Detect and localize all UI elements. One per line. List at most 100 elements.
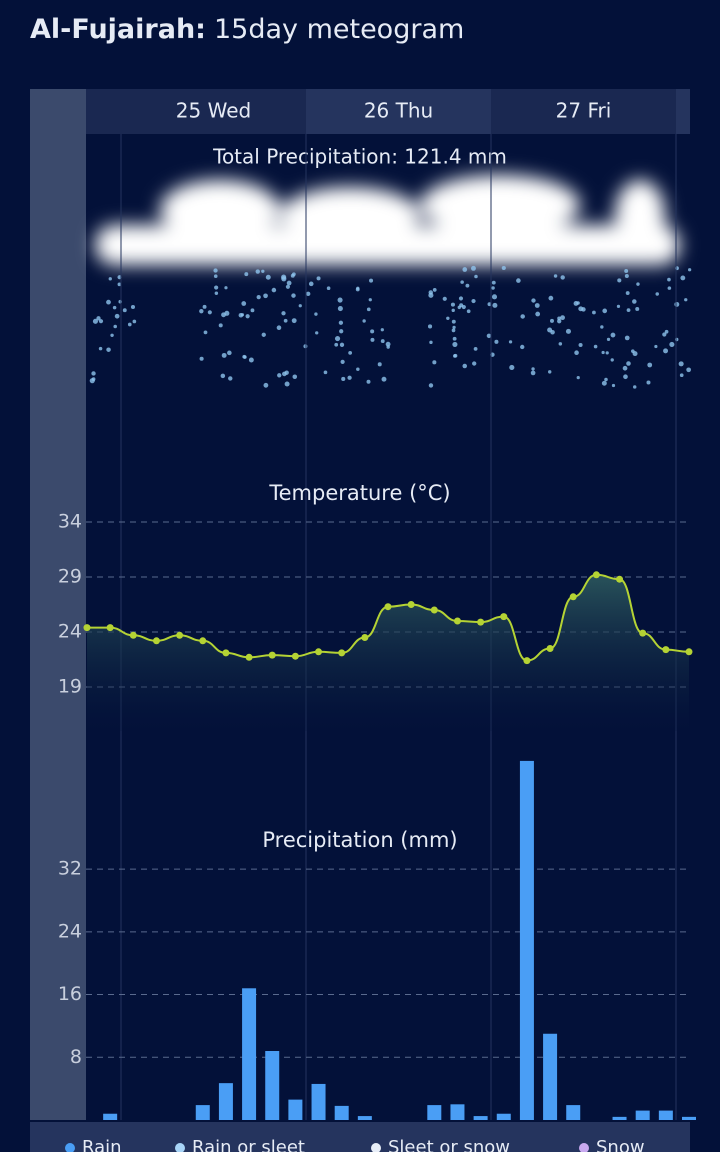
rain-drop xyxy=(283,318,288,323)
rain-drop xyxy=(473,346,478,351)
rain-drop xyxy=(106,347,111,352)
rain-drop xyxy=(117,282,122,287)
temperature-point xyxy=(616,575,624,583)
rain-drop xyxy=(432,288,437,292)
rain-drop xyxy=(285,284,291,289)
rain-drop xyxy=(303,344,308,349)
rain-drop xyxy=(199,308,204,314)
legend-swatch xyxy=(65,1143,75,1152)
rain-drop xyxy=(356,367,360,371)
bar xyxy=(195,1105,210,1120)
rain-drop xyxy=(662,332,667,337)
temperature-point xyxy=(477,618,485,626)
rain-drop xyxy=(667,277,671,282)
rain-drop xyxy=(453,353,458,358)
legend-swatch xyxy=(579,1143,589,1152)
rain-drop xyxy=(256,295,261,300)
rain-drop xyxy=(667,286,672,290)
rain-drop xyxy=(248,357,254,363)
rain-drop xyxy=(241,301,247,306)
rain-drop xyxy=(277,373,282,378)
rain-drop xyxy=(616,304,621,309)
rain-drop xyxy=(686,367,691,373)
rain-drop xyxy=(578,306,584,312)
rain-drop xyxy=(368,298,372,302)
y-tick-label: 24 xyxy=(58,621,82,643)
day-band xyxy=(676,89,690,134)
rain-drop xyxy=(610,358,614,362)
rain-drop xyxy=(369,278,374,283)
rain-drop xyxy=(261,269,265,273)
rain-drop xyxy=(242,354,247,359)
rain-drop xyxy=(560,275,565,280)
rain-drop xyxy=(494,339,499,344)
y-tick-label: 19 xyxy=(58,676,82,698)
rain-drop xyxy=(377,362,382,367)
rain-drop xyxy=(308,281,314,287)
rain-drop xyxy=(605,351,609,355)
rain-drop xyxy=(553,274,558,278)
rain-drop xyxy=(218,323,223,328)
rain-drop xyxy=(263,293,268,299)
rain-drop xyxy=(531,298,536,303)
rain-drop xyxy=(459,303,464,308)
temperature-point xyxy=(569,593,577,601)
rain-drop xyxy=(520,344,525,350)
rain-drop xyxy=(92,318,98,324)
rain-drop xyxy=(664,329,669,334)
location: Al-Fujairah: xyxy=(30,14,206,45)
rain-drop xyxy=(492,302,498,308)
rain-drop xyxy=(340,359,345,364)
rain-drop xyxy=(199,356,204,361)
rain-drop xyxy=(263,382,269,388)
temperature-point xyxy=(199,637,207,645)
rain-drop xyxy=(203,330,208,335)
rain-drop xyxy=(491,286,495,290)
temperature-point xyxy=(453,617,461,625)
rain-drop xyxy=(501,265,506,271)
temperature-point xyxy=(384,603,392,611)
rain-drop xyxy=(452,341,458,348)
rain-drop xyxy=(471,298,476,304)
rain-drop xyxy=(557,319,562,324)
rain-drop xyxy=(451,328,456,333)
temperature-point xyxy=(500,613,508,621)
y-tick-label: 32 xyxy=(58,858,82,880)
rain-drop xyxy=(472,361,477,366)
rain-drop xyxy=(601,380,607,386)
rain-drop xyxy=(281,274,287,280)
rain-drop xyxy=(106,299,111,305)
rain-drop xyxy=(334,342,339,347)
rain-drop xyxy=(680,275,686,281)
rain-drop xyxy=(655,292,659,296)
rain-drop xyxy=(348,351,353,355)
rain-drop xyxy=(127,322,132,327)
rain-drop xyxy=(366,379,371,384)
y-tick-label: 24 xyxy=(58,920,82,942)
rain-drop xyxy=(466,309,471,314)
rain-drop xyxy=(548,295,554,301)
rain-drop xyxy=(244,272,249,277)
rain-drop xyxy=(220,373,226,379)
rain-drop xyxy=(558,342,563,346)
rain-drop xyxy=(428,383,434,388)
rain-drop xyxy=(110,333,114,338)
rain-drop xyxy=(381,376,387,382)
rain-drop xyxy=(647,362,653,368)
rain-drop xyxy=(678,361,684,367)
rain-drop xyxy=(224,310,230,316)
day-label: 26 Thu xyxy=(364,99,433,123)
day-label: 27 Fri xyxy=(556,99,612,123)
rain-drop xyxy=(674,337,679,342)
bar xyxy=(450,1104,465,1120)
rain-drop xyxy=(491,294,498,300)
rain-drop xyxy=(370,329,375,334)
rain-drop xyxy=(429,340,433,345)
rain-drop xyxy=(427,324,433,329)
rain-drop xyxy=(108,277,112,281)
rain-drop xyxy=(548,370,552,374)
rain-drop xyxy=(602,308,608,314)
title: Al-Fujairah: 15day meteogram xyxy=(30,14,464,45)
rain-drop xyxy=(261,332,266,337)
